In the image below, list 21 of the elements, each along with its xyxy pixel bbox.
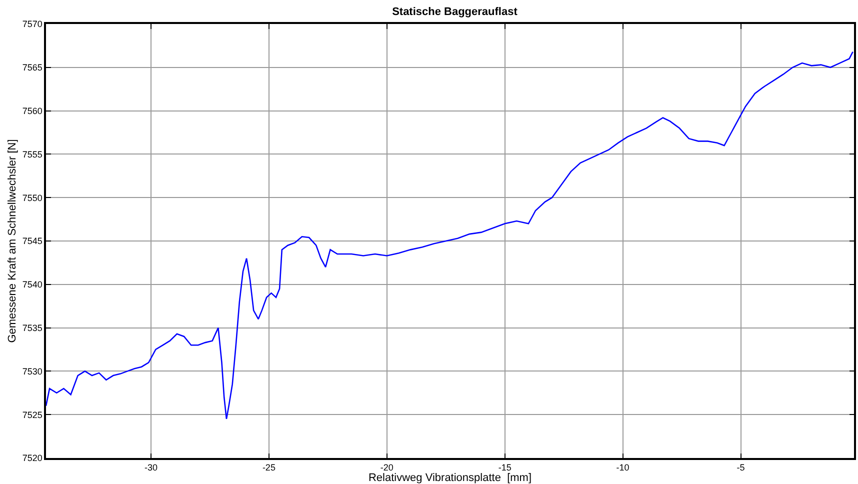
y-tick-label: 7540 xyxy=(22,280,42,290)
y-axis-title: Gemessene Kraft am Schnellwechsler [N] xyxy=(6,139,19,343)
y-tick-label: 7520 xyxy=(22,453,42,464)
x-tick-label: -30 xyxy=(144,462,158,473)
y-tick-label: 7545 xyxy=(22,236,42,246)
y-tick-label: 7525 xyxy=(22,410,42,420)
y-tick-label: 7565 xyxy=(22,62,42,73)
x-tick-label: -15 xyxy=(498,462,512,473)
y-tick-label: 7530 xyxy=(22,366,42,376)
y-tick-label: 7560 xyxy=(22,106,42,116)
x-tick-label: -25 xyxy=(262,462,276,473)
y-tick-label: 7570 xyxy=(22,19,42,30)
x-tick-label: -20 xyxy=(380,462,394,473)
line-series xyxy=(46,51,854,420)
y-tick-label: 7535 xyxy=(22,322,42,333)
y-tick-label: 7550 xyxy=(22,192,42,203)
y-tick-label: 7555 xyxy=(22,149,42,160)
x-tick-label: -10 xyxy=(616,462,630,473)
chart-title: Statische Baggerauflast xyxy=(392,6,518,18)
x-axis-title: Relativweg Vibrationsplatte [mm] xyxy=(368,472,532,484)
x-tick-label: -5 xyxy=(736,462,745,473)
